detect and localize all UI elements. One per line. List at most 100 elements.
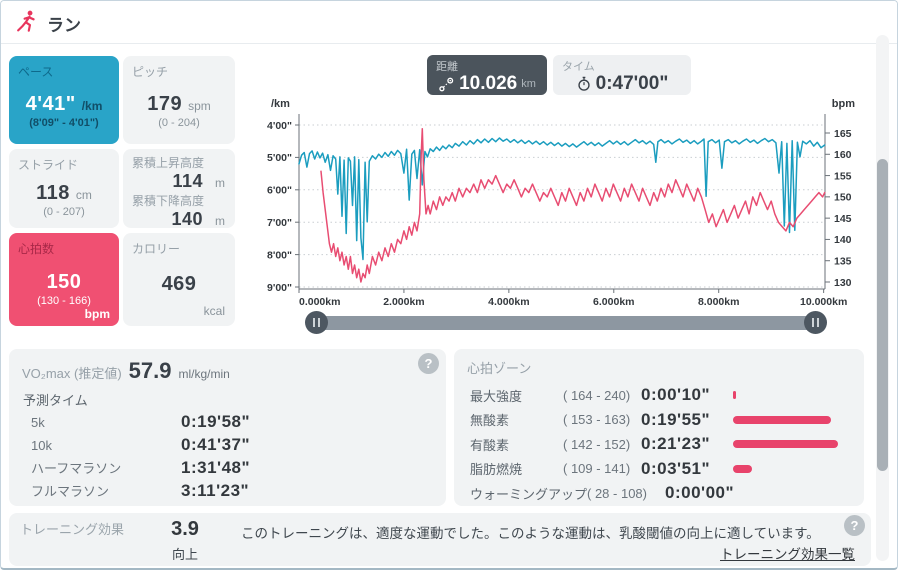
svg-text:6.000km: 6.000km [593,296,634,308]
chart-region: 距離 10.026 km タイム [241,49,889,341]
svg-text:150: 150 [834,192,852,204]
svg-text:2.000km: 2.000km [383,296,424,308]
pace-card[interactable]: ペース 4'41" /km (8'09" - 4'01") [9,56,119,144]
prediction-label: 10k [31,438,52,453]
training-effect-description: このトレーニングは、適度な運動でした。このような運動は、乳酸閾値の向上に適してい… [241,526,820,541]
svg-text:10.000km: 10.000km [800,296,847,308]
svg-text:0.000km: 0.000km [299,296,340,308]
hr-zone-row: 有酸素 ( 142 - 152) 0:21'23" [470,432,854,457]
scrollbar-thumb[interactable] [877,159,888,471]
distance-card[interactable]: 距離 10.026 km [427,55,547,95]
prediction-time: 0:19'58" [181,412,251,431]
training-effect-value: 3.9 [171,518,199,540]
summary-cards: 距離 10.026 km タイム [427,55,691,95]
training-effect-category: 向上 [171,547,198,562]
hr-zones-card: 心拍ゾーン 最大強度 ( 164 - 240) 0:00'10" 無酸素 ( 1… [454,349,864,506]
prediction-time: 1:31'48" [181,458,251,477]
prediction-section-label: 予測タイム [23,393,88,408]
ascent-unit: m [215,176,225,190]
pitch-unit: spm [188,99,211,113]
pace-heartrate-chart: 4'00" 5'00" 6'00" 7'00" 8'00" 9'00" 165 160 155 1… [267,98,855,308]
heart-rate-range: (130 - 166) [37,295,91,307]
prediction-time: 0:41'37" [181,435,251,454]
svg-text:140: 140 [834,234,852,246]
zone-time: 0:00'00" [665,483,735,503]
vo2max-title: VO₂max (推定値) [22,366,122,381]
prediction-label: フルマラソン [31,484,110,499]
pitch-value: 179 [147,93,183,115]
slider-handle-left[interactable] [305,311,328,334]
heart-rate-card[interactable]: 心拍数 150 (130 - 166) bpm [9,233,119,326]
svg-text:bpm: bpm [832,98,855,110]
zone-range: ( 142 - 152) [563,436,631,452]
svg-text:9'00": 9'00" [267,282,292,294]
svg-text:145: 145 [834,213,852,225]
zone-label: 無酸素 [470,413,510,429]
vo2max-card: VO₂max (推定値) 57.9 ml/kg/min ? 予測タイム 5k 0… [9,349,446,506]
elevation-card[interactable]: 累積上昇高度 114 m 累積下降高度 140 m [123,149,235,229]
vertical-scrollbar [876,35,889,561]
zone-label: 有酸素 [470,437,510,453]
vo2max-value: 57.9 [128,358,172,383]
time-label: タイム [562,61,595,73]
prediction-label: 5k [31,415,45,430]
hr-zone-row: 脂肪燃焼 ( 109 - 141) 0:03'51" [470,457,854,482]
stat-panel: ペース 4'41" /km (8'09" - 4'01") ピッチ 179 sp… [9,51,235,331]
runner-icon [17,10,35,32]
stride-value: 118 [36,182,70,204]
heart-rate-label: 心拍数 [18,242,55,256]
vo2max-help-icon[interactable]: ? [418,353,439,374]
prediction-label: ハーフマラソン [31,461,122,476]
training-effect-list-link[interactable]: トレーニング効果一覧 [720,547,855,562]
svg-text:135: 135 [834,256,852,268]
svg-text:4.000km: 4.000km [488,296,529,308]
distance-unit: km [521,78,536,90]
ascent-label: 累積上昇高度 [132,156,205,170]
hr-zone-row: ウォーミングアップ ( 28 - 108) 0:00'00" [470,481,854,506]
stride-range: (0 - 207) [43,206,85,218]
prediction-rows: 5k 0:19'58" 10k 0:41'37" ハーフマラソン 1:31'48… [31,412,432,504]
calories-card[interactable]: カロリー 469 kcal [123,233,235,326]
pace-unit: /km [81,99,103,113]
distance-label: 距離 [436,61,458,73]
calories-unit: kcal [203,304,225,318]
prediction-time: 3:11'23" [181,481,250,500]
zone-range: ( 164 - 240) [563,387,631,403]
stride-label: ストライド [18,158,79,172]
chart-range-slider[interactable] [305,311,827,334]
zone-time: 0:21'23" [641,434,711,454]
stopwatch-icon [578,76,590,91]
stride-card[interactable]: ストライド 118 cm (0 - 207) [9,149,119,228]
zone-time: 0:03'51" [641,458,711,478]
pitch-card[interactable]: ピッチ 179 spm (0 - 204) [123,56,235,144]
zone-label: 最大強度 [470,388,523,404]
pitch-range: (0 - 204) [158,117,200,129]
slider-handle-right[interactable] [804,311,827,334]
vo2max-unit: ml/kg/min [178,367,230,381]
zone-bar [733,391,736,400]
zone-bar [733,415,831,424]
descent-value: 140 [171,209,203,229]
hr-zones-title: 心拍ゾーン [467,361,532,376]
zone-range: ( 28 - 108) [587,485,647,501]
prediction-row: ハーフマラソン 1:31'48" [31,458,432,481]
zone-bar [733,464,752,473]
app-header: ラン [1,1,897,44]
svg-text:165: 165 [834,128,852,140]
descent-unit: m [215,214,225,228]
svg-text:6'00": 6'00" [267,185,292,197]
prediction-row: フルマラソン 3:11'23" [31,481,432,504]
zone-time: 0:00'10" [641,385,711,405]
svg-text:7'00": 7'00" [267,217,292,229]
pace-label: ペース [18,65,54,79]
time-card[interactable]: タイム 0:47'00" [553,55,691,95]
svg-text:8.000km: 8.000km [698,296,739,308]
heart-rate-value: 150 [46,271,82,293]
training-effect-label: トレーニング効果 [20,522,125,537]
zone-bar [733,440,838,449]
training-effect-help-icon[interactable]: ? [844,515,865,536]
time-value: 0:47'00" [595,73,669,94]
hr-zone-row: 最大強度 ( 164 - 240) 0:00'10" [470,383,854,408]
prediction-row: 5k 0:19'58" [31,412,432,435]
